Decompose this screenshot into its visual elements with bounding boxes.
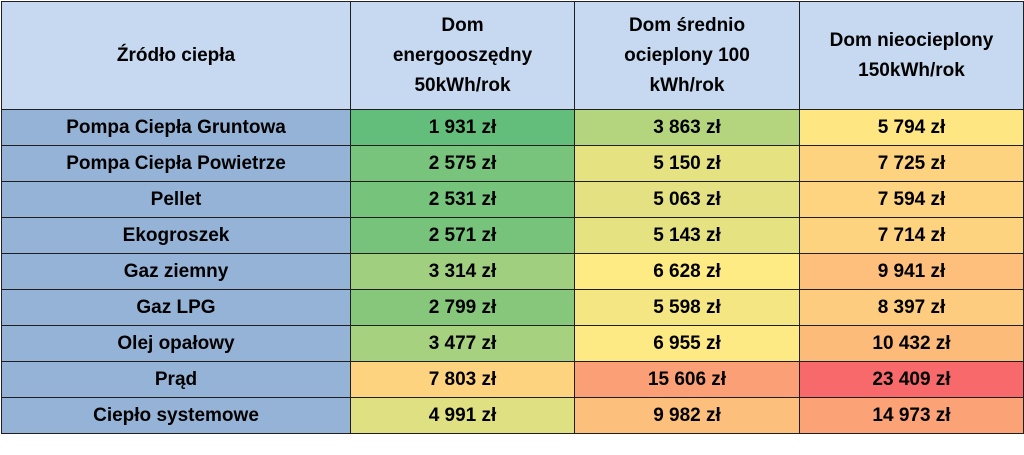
cost-cell: 7 594 zł <box>799 181 1024 218</box>
cost-cell: 6 955 zł <box>574 325 800 362</box>
header-line: Dom nieocieplony <box>829 29 994 51</box>
header-medium-insulated-house: Dom średnio ocieplony 100 kWh/rok <box>574 1 800 110</box>
row-label-heat-source: Ciepło systemowe <box>1 397 351 434</box>
cost-cell: 7 803 zł <box>350 361 575 398</box>
cost-cell: 7 714 zł <box>799 217 1024 254</box>
cost-cell: 5 143 zł <box>574 217 800 254</box>
cost-cell: 5 150 zł <box>574 145 800 182</box>
cost-cell: 1 931 zł <box>350 109 575 146</box>
cost-cell: 5 063 zł <box>574 181 800 218</box>
cost-cell: 5 598 zł <box>574 289 800 326</box>
table-row: Ekogroszek 2 571 zł 5 143 zł 7 714 zł <box>1 217 1024 254</box>
header-line: Dom <box>441 14 484 36</box>
cost-cell: 2 571 zł <box>350 217 575 254</box>
row-label-heat-source: Gaz ziemny <box>1 253 351 290</box>
cost-cell: 15 606 zł <box>574 361 800 398</box>
header-energy-efficient-house: Dom energooszędny 50kWh/rok <box>350 1 575 110</box>
row-label-heat-source: Gaz LPG <box>1 289 351 326</box>
cost-cell: 7 725 zł <box>799 145 1024 182</box>
header-uninsulated-house: Dom nieocieplony 150kWh/rok <box>799 1 1024 110</box>
cost-cell: 14 973 zł <box>799 397 1024 434</box>
header-heat-source: Źródło ciepła <box>1 1 351 110</box>
table-row: Olej opałowy 3 477 zł 6 955 zł 10 432 zł <box>1 325 1024 362</box>
row-label-heat-source: Olej opałowy <box>1 325 351 362</box>
cost-cell: 4 991 zł <box>350 397 575 434</box>
cost-cell: 9 982 zł <box>574 397 800 434</box>
header-line: energooszędny <box>392 44 533 66</box>
header-line: 50kWh/rok <box>414 74 511 96</box>
cost-cell: 3 314 zł <box>350 253 575 290</box>
cost-cell: 8 397 zł <box>799 289 1024 326</box>
row-label-heat-source: Pompa Ciepła Gruntowa <box>1 109 351 146</box>
cost-cell: 2 531 zł <box>350 181 575 218</box>
cost-cell: 3 477 zł <box>350 325 575 362</box>
table-body: Pompa Ciepła Gruntowa 1 931 zł 3 863 zł 5 7… <box>1 109 1024 434</box>
cost-cell: 3 863 zł <box>574 109 800 146</box>
cost-cell: 5 794 zł <box>799 109 1024 146</box>
row-label-heat-source: Pellet <box>1 181 351 218</box>
header-line: kWh/rok <box>649 74 725 96</box>
table-row: Ciepło systemowe 4 991 zł 9 982 zł 14 973 z… <box>1 397 1024 434</box>
cost-cell: 2 799 zł <box>350 289 575 326</box>
row-label-heat-source: Pompa Ciepła Powietrze <box>1 145 351 182</box>
cost-cell: 6 628 zł <box>574 253 800 290</box>
table-row: Pellet 2 531 zł 5 063 zł 7 594 zł <box>1 181 1024 218</box>
header-line: ocieplony 100 <box>624 44 750 66</box>
table-row: Pompa Ciepła Powietrze 2 575 zł 5 150 zł 7 … <box>1 145 1024 182</box>
cost-cell: 23 409 zł <box>799 361 1024 398</box>
cost-cell: 9 941 zł <box>799 253 1024 290</box>
row-label-heat-source: Ekogroszek <box>1 217 351 254</box>
row-label-heat-source: Prąd <box>1 361 351 398</box>
heating-cost-table: Źródło ciepła Dom energooszędny 50kWh/ro… <box>1 1 1024 434</box>
table-row: Prąd 7 803 zł 15 606 zł 23 409 zł <box>1 361 1024 398</box>
cost-cell: 10 432 zł <box>799 325 1024 362</box>
header-line: Dom średnio <box>628 14 746 36</box>
cost-cell: 2 575 zł <box>350 145 575 182</box>
header-row: Źródło ciepła Dom energooszędny 50kWh/ro… <box>1 1 1024 110</box>
table-row: Gaz ziemny 3 314 zł 6 628 zł 9 941 zł <box>1 253 1024 290</box>
header-line: 150kWh/rok <box>858 59 965 81</box>
table-row: Gaz LPG 2 799 zł 5 598 zł 8 397 zł <box>1 289 1024 326</box>
table-row: Pompa Ciepła Gruntowa 1 931 zł 3 863 zł 5 7… <box>1 109 1024 146</box>
